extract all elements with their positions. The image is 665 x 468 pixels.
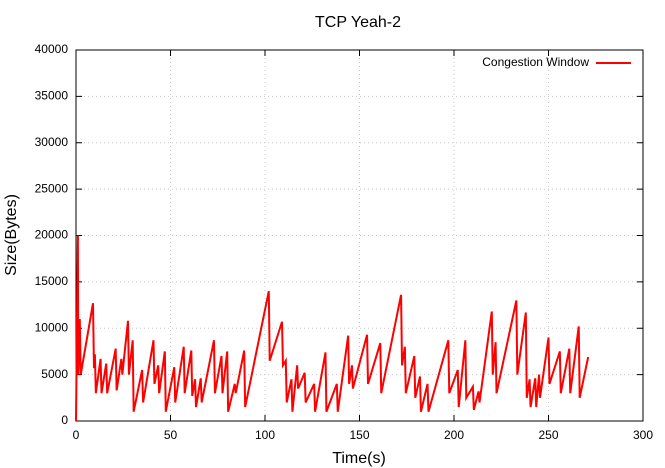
y-tick-label: 15000 [35, 274, 69, 288]
x-tick-label: 150 [349, 428, 369, 442]
x-tick-label: 0 [73, 428, 80, 442]
x-tick-label: 200 [444, 428, 464, 442]
y-tick-label: 20000 [35, 228, 69, 242]
y-tick-label: 10000 [35, 320, 69, 334]
y-tick-label: 35000 [35, 89, 69, 103]
x-tick-label: 300 [633, 428, 653, 442]
legend-label: Congestion Window [482, 55, 589, 69]
x-tick-label: 250 [538, 428, 558, 442]
x-tick-label: 100 [255, 428, 275, 442]
chart-title: TCP Yeah-2 [315, 14, 401, 31]
y-tick-label: 0 [61, 413, 68, 427]
y-axis-label: Size(Bytes) [3, 194, 20, 276]
y-tick-label: 5000 [41, 367, 68, 381]
x-axis-label: Time(s) [332, 450, 386, 467]
x-tick-label: 50 [164, 428, 178, 442]
data-line [75, 235, 590, 422]
y-tick-label: 40000 [35, 42, 69, 56]
y-tick-label: 25000 [35, 181, 69, 195]
y-tick-label: 30000 [35, 135, 69, 149]
plot-frame [75, 49, 644, 422]
